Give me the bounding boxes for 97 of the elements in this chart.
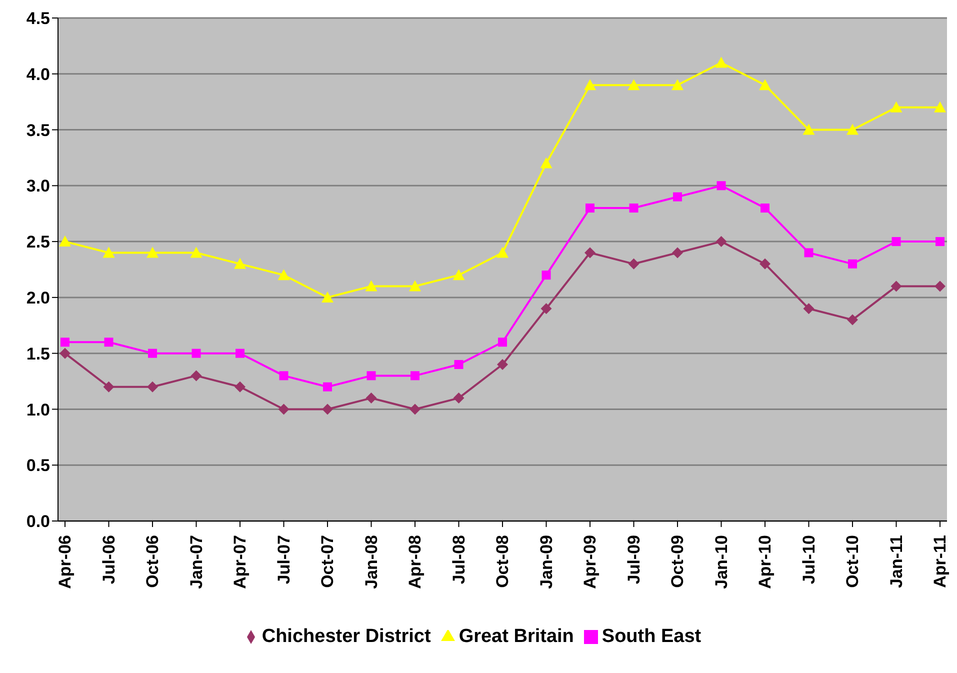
y-tick-label: 3.5 bbox=[26, 120, 50, 140]
point bbox=[103, 381, 114, 392]
legend-label: Chichester District bbox=[262, 626, 431, 647]
point bbox=[584, 79, 596, 90]
point bbox=[497, 359, 508, 370]
x-tick-label: Apr-07 bbox=[230, 535, 250, 589]
point bbox=[890, 101, 902, 112]
point bbox=[892, 237, 901, 246]
point bbox=[323, 382, 332, 392]
point bbox=[890, 280, 902, 292]
x-tick-label: Jul-06 bbox=[99, 535, 118, 584]
point bbox=[803, 303, 814, 314]
point bbox=[148, 348, 157, 358]
point bbox=[716, 181, 726, 190]
point bbox=[366, 371, 376, 380]
point bbox=[452, 269, 465, 280]
y-tick-label: 4.0 bbox=[26, 64, 50, 84]
x-tick-label: Oct-06 bbox=[143, 535, 162, 588]
x-tick-label: Jul-10 bbox=[799, 535, 818, 584]
point bbox=[278, 269, 290, 280]
y-tick-label: 0.0 bbox=[26, 512, 50, 532]
y-tick-label: 4.5 bbox=[26, 9, 50, 28]
x-tick-label: Apr-08 bbox=[406, 535, 424, 589]
point bbox=[192, 348, 201, 358]
x-tick-label: Jan-07 bbox=[186, 535, 206, 589]
y-tick-label: 3.0 bbox=[26, 176, 50, 196]
point bbox=[454, 360, 464, 370]
x-tick-label: Oct-07 bbox=[318, 535, 337, 588]
x-tick-label: Apr-09 bbox=[580, 535, 600, 589]
point bbox=[59, 236, 71, 247]
point bbox=[410, 404, 420, 415]
point bbox=[934, 280, 946, 292]
point bbox=[102, 246, 115, 258]
point bbox=[586, 204, 594, 213]
y-tick-label: 1.5 bbox=[26, 344, 50, 364]
point bbox=[672, 247, 683, 258]
point bbox=[496, 246, 508, 258]
x-tick-label: Jul-09 bbox=[624, 535, 644, 584]
x-tick-label: Oct-10 bbox=[843, 535, 862, 588]
x-tick-label: Apr-11 bbox=[930, 535, 950, 588]
point bbox=[584, 247, 596, 258]
x-tick-label: Apr-10 bbox=[756, 535, 774, 589]
point bbox=[540, 157, 552, 168]
point bbox=[716, 236, 727, 248]
point bbox=[673, 192, 682, 202]
point bbox=[934, 101, 946, 112]
x-tick-label: Jul-08 bbox=[449, 535, 468, 584]
legend-label: South East bbox=[602, 626, 702, 647]
point bbox=[715, 56, 728, 68]
point bbox=[322, 291, 334, 302]
x-tick-label: Jul-07 bbox=[274, 535, 294, 584]
point bbox=[628, 79, 640, 90]
point bbox=[848, 259, 857, 268]
point bbox=[846, 124, 858, 135]
x-tick-label: Jan-11 bbox=[886, 535, 906, 588]
point bbox=[628, 258, 640, 270]
point bbox=[802, 124, 815, 135]
point bbox=[410, 371, 420, 380]
y-tick-label: 2.0 bbox=[26, 288, 50, 308]
point bbox=[847, 314, 858, 326]
point bbox=[542, 270, 551, 280]
x-tick-label: Apr-06 bbox=[56, 535, 74, 589]
point bbox=[629, 204, 638, 213]
point bbox=[234, 258, 246, 269]
point bbox=[279, 371, 288, 380]
point bbox=[60, 348, 70, 359]
point bbox=[366, 392, 377, 404]
x-tick-label: Oct-08 bbox=[493, 535, 512, 588]
x-tick-label: Jan-09 bbox=[536, 535, 556, 589]
point bbox=[804, 248, 814, 258]
point bbox=[760, 204, 770, 213]
point bbox=[278, 404, 290, 415]
point bbox=[236, 348, 244, 358]
y-tick-label: 2.5 bbox=[26, 232, 50, 252]
y-tick-label: 1.0 bbox=[26, 400, 50, 420]
point bbox=[234, 381, 246, 392]
point bbox=[936, 237, 944, 246]
y-tick-label: 0.5 bbox=[26, 456, 50, 476]
x-tick-label: Jan-10 bbox=[712, 535, 731, 589]
point bbox=[759, 79, 771, 90]
point bbox=[672, 79, 684, 90]
legend-label: Great Britain bbox=[458, 626, 574, 647]
point bbox=[190, 370, 202, 382]
point bbox=[322, 404, 333, 415]
point bbox=[498, 338, 507, 347]
point bbox=[104, 338, 114, 347]
point bbox=[146, 246, 158, 258]
point bbox=[147, 381, 158, 392]
point bbox=[409, 280, 421, 292]
point bbox=[540, 303, 552, 314]
point bbox=[760, 258, 770, 270]
x-tick-label: Oct-09 bbox=[668, 535, 687, 588]
point bbox=[190, 246, 202, 258]
point bbox=[365, 280, 378, 292]
x-tick-label: Jan-08 bbox=[362, 535, 381, 589]
point bbox=[453, 392, 464, 404]
point bbox=[60, 338, 70, 347]
